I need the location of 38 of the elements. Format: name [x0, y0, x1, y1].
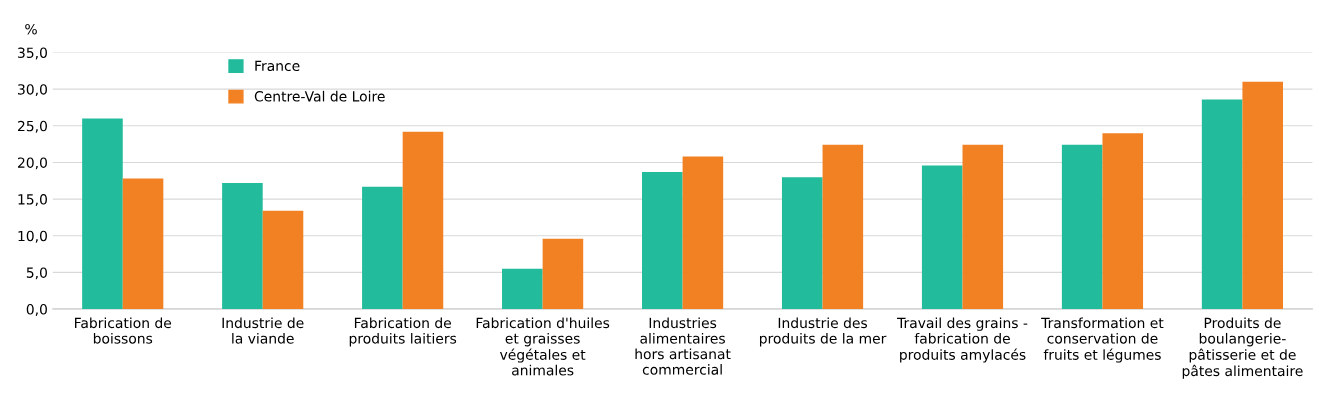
legend-label: Centre-Val de Loire — [254, 90, 385, 102]
bar — [1201, 99, 1243, 310]
y-tick-label: 30,0 — [18, 84, 47, 97]
y-axis-title: % — [25, 23, 37, 35]
x-tick-label: Transformation et conservation de fruits et légumes — [1041, 317, 1164, 363]
x-tick-label: Fabrication de produits laitiers — [349, 317, 457, 347]
y-tick-label: 0,0 — [26, 304, 47, 316]
bar — [262, 210, 304, 310]
bar — [962, 144, 1004, 310]
bar — [682, 156, 724, 310]
bar — [402, 131, 444, 310]
bar — [362, 186, 403, 310]
y-tick-label: 25,0 — [17, 120, 47, 133]
bar — [921, 165, 963, 310]
bar — [122, 178, 164, 310]
y-tick-label: 35,0 — [18, 47, 47, 60]
x-tick-label: Industrie de la viande — [222, 317, 304, 344]
bar — [641, 171, 683, 310]
x-tick-label: Industries alimentaires hors artisanat commercial — [635, 317, 731, 375]
bar — [822, 144, 864, 310]
y-tick-label: 15,0 — [18, 194, 47, 207]
x-tick-label: Fabrication d'huiles et graisses végétales et animales — [476, 317, 610, 376]
bar — [222, 182, 263, 310]
legend-label: France — [255, 60, 300, 72]
x-tick-label: Industrie des produits de la mer — [759, 317, 887, 347]
bar — [1242, 81, 1284, 310]
bar — [502, 268, 543, 310]
bar — [82, 118, 123, 310]
bar — [781, 177, 823, 310]
bar — [542, 238, 584, 310]
y-tick-label: 20,0 — [17, 157, 47, 170]
y-tick-label: 10,0 — [18, 230, 47, 243]
y-tick-label: 5,0 — [26, 267, 47, 280]
x-tick-label: Travail des grains - fabrication de produits amylacés — [897, 317, 1028, 363]
bar — [1102, 133, 1144, 310]
bar — [1061, 144, 1103, 310]
x-tick-label: Fabrication de boissons — [75, 317, 172, 344]
x-tick-label: Produits de boulangerie- pâtisserie et de pâtes alimentaire — [1182, 317, 1303, 379]
